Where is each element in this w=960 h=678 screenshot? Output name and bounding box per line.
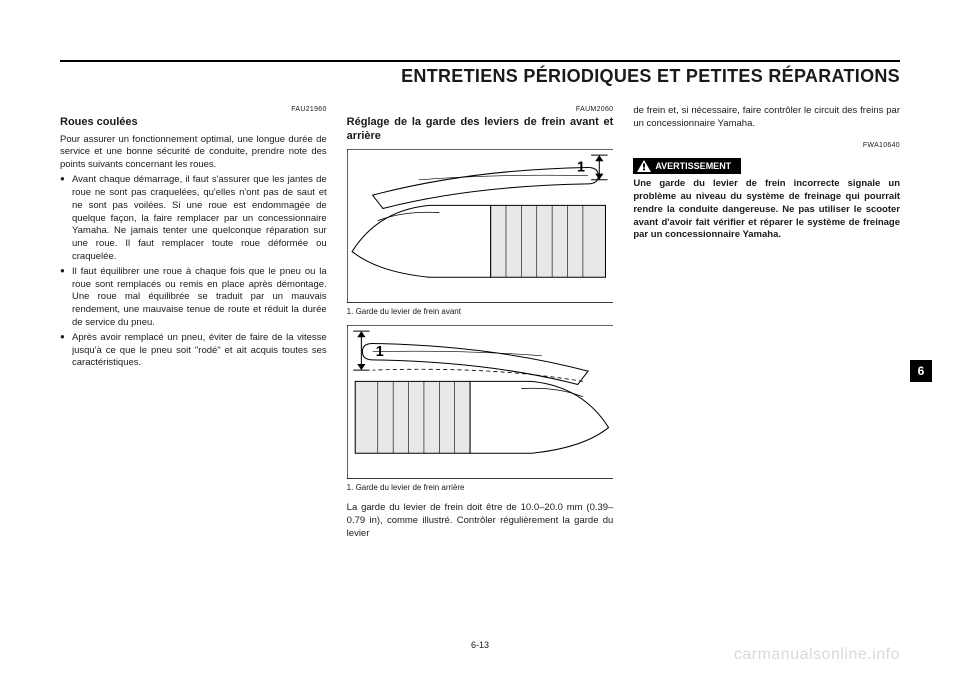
warning-triangle-icon xyxy=(637,160,651,172)
callout-label: 1 xyxy=(375,344,383,360)
warning-label-text: AVERTISSEMENT xyxy=(655,160,731,172)
content-columns: FAU21960 Roues coulées Pour assurer un f… xyxy=(60,105,900,543)
list-item: Avant chaque démarrage, il faut s'assure… xyxy=(60,174,327,264)
section-title-brake-lever: Réglage de la garde des leviers de frein… xyxy=(347,116,614,142)
watermark: carmanualsonline.info xyxy=(734,646,900,664)
figure-caption: 1. Garde du levier de frein avant xyxy=(347,307,614,318)
front-brake-lever-illustration: 1 xyxy=(347,149,614,303)
manual-page: ENTRETIENS PÉRIODIQUES ET PETITES RÉPARA… xyxy=(0,0,960,678)
warning-label: AVERTISSEMENT xyxy=(633,158,741,174)
brake-play-paragraph: La garde du levier de frein doit être de… xyxy=(347,502,614,540)
column-3: de frein et, si nécessaire, faire contrô… xyxy=(633,105,900,543)
section-title-wheels: Roues coulées xyxy=(60,116,327,129)
intro-paragraph: Pour assurer un fonctionnement optimal, … xyxy=(60,134,327,172)
column-1: FAU21960 Roues coulées Pour assurer un f… xyxy=(60,105,327,543)
list-item: Il faut équilibrer une roue à chaque foi… xyxy=(60,266,327,330)
rear-brake-lever-illustration: 1 xyxy=(347,325,614,479)
figure-caption: 1. Garde du levier de frein arrière xyxy=(347,483,614,494)
continuation-paragraph: de frein et, si nécessaire, faire contrô… xyxy=(633,105,900,131)
column-2: FAUM2060 Réglage de la garde des leviers… xyxy=(347,105,614,543)
section-code: FAU21960 xyxy=(60,105,327,114)
section-code: FAUM2060 xyxy=(347,105,614,114)
warning-text: Une garde du levier de frein incorrecte … xyxy=(633,178,900,242)
figure-front-brake-lever: 1 xyxy=(347,149,614,303)
page-header-title: ENTRETIENS PÉRIODIQUES ET PETITES RÉPARA… xyxy=(60,66,900,87)
warning-code: FWA10640 xyxy=(633,141,900,150)
callout-label: 1 xyxy=(577,159,585,175)
figure-rear-brake-lever: 1 xyxy=(347,325,614,479)
header-rule xyxy=(60,60,900,62)
chapter-tab: 6 xyxy=(910,360,932,382)
bullet-list: Avant chaque démarrage, il faut s'assure… xyxy=(60,174,327,370)
list-item: Après avoir remplacé un pneu, éviter de … xyxy=(60,332,327,370)
